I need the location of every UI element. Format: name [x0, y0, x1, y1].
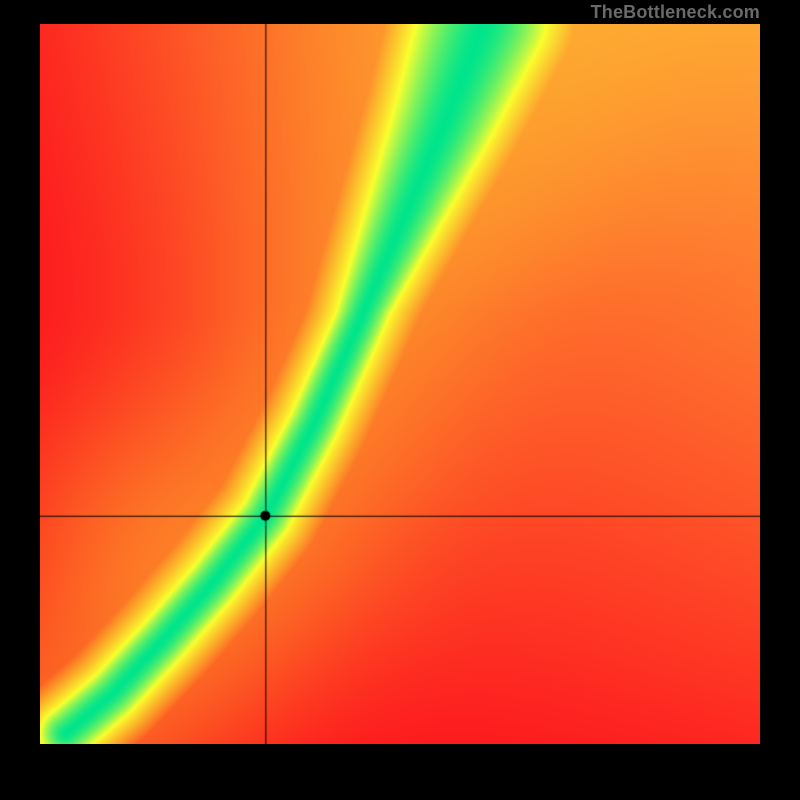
outer-frame: TheBottleneck.com: [0, 0, 800, 800]
heatmap-canvas: [40, 24, 760, 744]
watermark-text: TheBottleneck.com: [591, 2, 760, 23]
heatmap-plot: [40, 24, 760, 744]
